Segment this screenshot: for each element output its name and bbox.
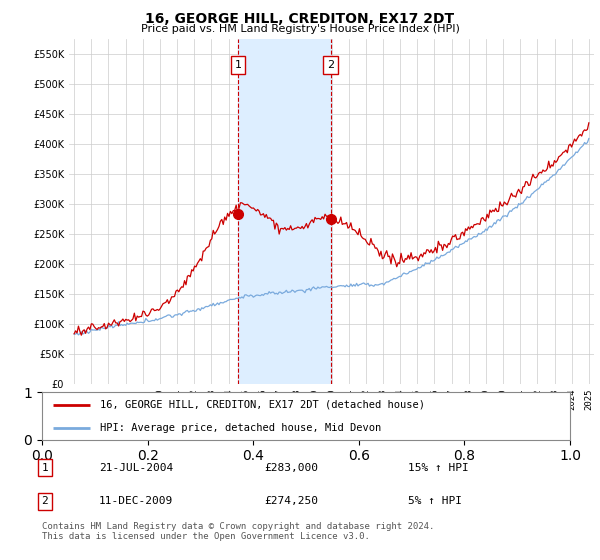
Text: 2: 2 [41,496,49,506]
Bar [238,39,331,384]
Text: 5% ↑ HPI: 5% ↑ HPI [408,496,462,506]
Text: £274,250: £274,250 [264,496,318,506]
Text: 16, GEORGE HILL, CREDITON, EX17 2DT (detached house): 16, GEORGE HILL, CREDITON, EX17 2DT (det… [100,400,425,410]
Text: 11-DEC-2009: 11-DEC-2009 [99,496,173,506]
Text: 1: 1 [41,463,49,473]
Text: 16, GEORGE HILL, CREDITON, EX17 2DT: 16, GEORGE HILL, CREDITON, EX17 2DT [145,12,455,26]
Text: HPI: Average price, detached house, Mid Devon: HPI: Average price, detached house, Mid … [100,423,382,433]
Text: 2: 2 [327,60,334,70]
Text: 21-JUL-2004: 21-JUL-2004 [99,463,173,473]
Text: £283,000: £283,000 [264,463,318,473]
Text: Contains HM Land Registry data © Crown copyright and database right 2024.
This d: Contains HM Land Registry data © Crown c… [42,522,434,542]
Text: 1: 1 [235,60,241,70]
Text: Price paid vs. HM Land Registry's House Price Index (HPI): Price paid vs. HM Land Registry's House … [140,24,460,34]
Text: 15% ↑ HPI: 15% ↑ HPI [408,463,469,473]
